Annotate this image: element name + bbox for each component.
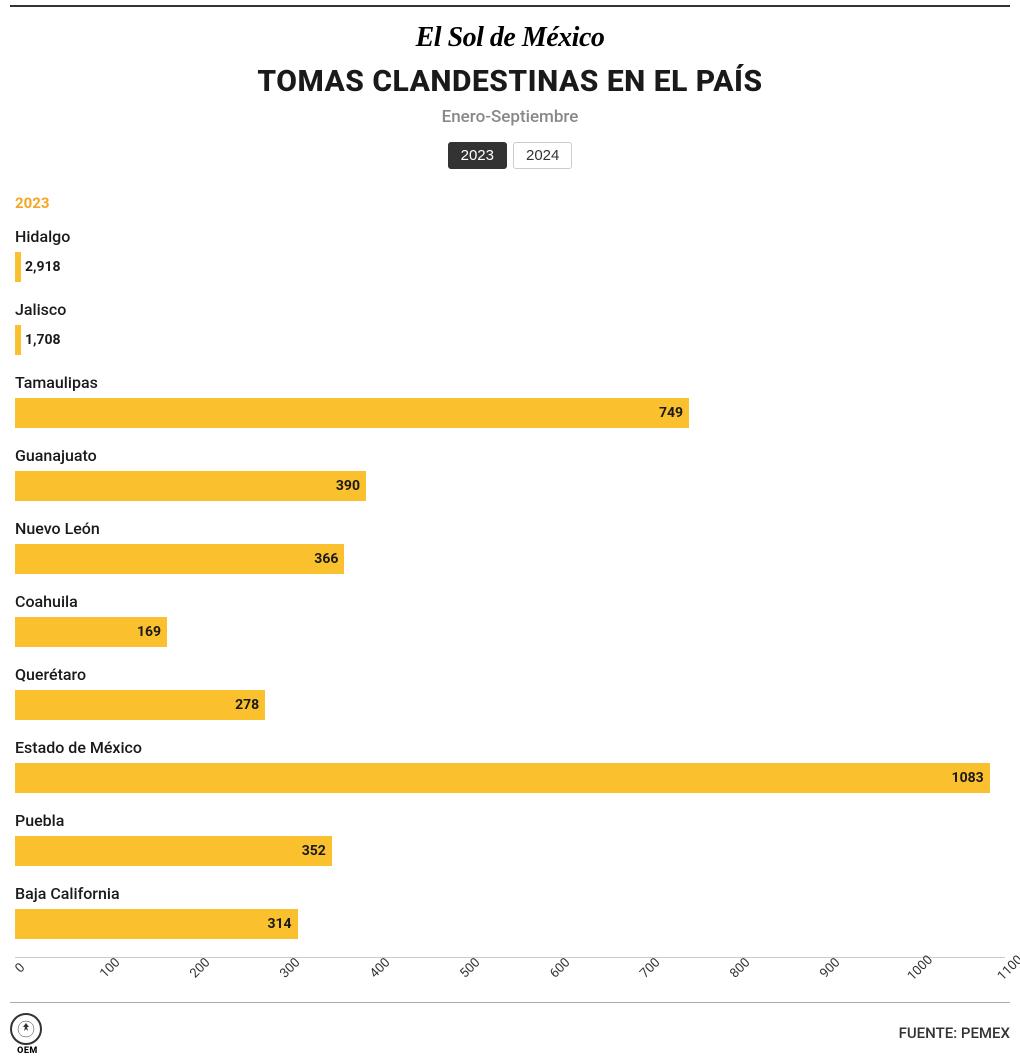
footer-logo-text: OEM	[10, 1046, 45, 1056]
axis-tick: 200	[187, 955, 213, 981]
bar-group: Jalisco 1,708	[15, 300, 1005, 355]
axis-tick: 1100	[995, 953, 1020, 984]
header: El Sol de México TOMAS CLANDESTINAS EN E…	[0, 7, 1020, 127]
bar-value: 749	[659, 405, 683, 421]
bar-fill: 366	[15, 544, 344, 574]
bars-container: Hidalgo 2,918 Jalisco 1,708 Tamaulipas 749 Gua…	[15, 227, 1005, 939]
bar-fill: 169	[15, 617, 167, 647]
bar-wrap: 1083	[15, 763, 990, 793]
axis-tick: 1000	[905, 953, 936, 984]
bar-wrap: 2,918	[15, 252, 19, 282]
bar-fill: 314	[15, 909, 298, 939]
bar-label: Hidalgo	[15, 227, 1005, 246]
footer-logo-circle	[10, 1013, 42, 1045]
footer-logo: OEM	[10, 1013, 45, 1053]
tab-2024[interactable]: 2024	[513, 142, 572, 169]
axis-tick: 900	[817, 955, 843, 981]
axis-tick: 100	[97, 955, 123, 981]
subtitle: Enero-Septiembre	[0, 107, 1020, 127]
bar-wrap: 390	[15, 471, 366, 501]
bar-group: Estado de México 1083	[15, 738, 1005, 793]
bar-label: Jalisco	[15, 300, 1005, 319]
axis-tick: 800	[727, 955, 753, 981]
bar-wrap: 169	[15, 617, 167, 647]
eagle-icon	[16, 1019, 36, 1039]
axis-tick: 0	[12, 960, 28, 976]
bar-fill: 352	[15, 836, 332, 866]
bar-fill: 749	[15, 398, 689, 428]
bar-wrap: 352	[15, 836, 332, 866]
axis-tick: 300	[277, 955, 303, 981]
bar-fill: 278	[15, 690, 265, 720]
x-axis: 010020030040050060070080090010001100	[15, 957, 1005, 992]
bar-group: Baja California 314	[15, 884, 1005, 939]
bar-fill: 1083	[15, 763, 990, 793]
bar-wrap: 314	[15, 909, 298, 939]
footer-source: FUENTE: PEMEX	[899, 1024, 1010, 1042]
bar-wrap: 366	[15, 544, 344, 574]
bar-group: Guanajuato 390	[15, 446, 1005, 501]
axis-tick: 700	[637, 955, 663, 981]
bar-fill: 390	[15, 471, 366, 501]
tab-2023[interactable]: 2023	[448, 142, 507, 169]
axis-tick: 600	[547, 955, 573, 981]
axis-tick: 400	[367, 955, 393, 981]
chart-area: 2023 Hidalgo 2,918 Jalisco 1,708 Tamaulipas 7…	[0, 194, 1020, 992]
bar-value: 169	[137, 624, 161, 640]
publication-logo: El Sol de México	[0, 22, 1020, 54]
bar-value: 314	[267, 916, 291, 932]
chart-year-label: 2023	[15, 194, 1005, 212]
bar-group: Puebla 352	[15, 811, 1005, 866]
bar-group: Querétaro 278	[15, 665, 1005, 720]
bar-label: Estado de México	[15, 738, 1005, 757]
year-tabs: 20232024	[0, 142, 1020, 169]
bar-label: Coahuila	[15, 592, 1005, 611]
bar-label: Baja California	[15, 884, 1005, 903]
bar-label: Puebla	[15, 811, 1005, 830]
bar-value: 366	[314, 551, 338, 567]
bar-wrap: 749	[15, 398, 689, 428]
bar-label: Tamaulipas	[15, 373, 1005, 392]
bar-value: 1,708	[19, 332, 61, 348]
footer: OEM FUENTE: PEMEX	[10, 1002, 1010, 1063]
main-title: TOMAS CLANDESTINAS EN EL PAÍS	[0, 64, 1020, 99]
bar-wrap: 1,708	[15, 325, 19, 355]
bar-value: 1083	[952, 770, 984, 786]
bar-value: 2,918	[19, 259, 61, 275]
bar-group: Tamaulipas 749	[15, 373, 1005, 428]
bar-label: Nuevo León	[15, 519, 1005, 538]
bar-value: 352	[302, 843, 326, 859]
bar-wrap: 278	[15, 690, 265, 720]
bar-label: Guanajuato	[15, 446, 1005, 465]
bar-label: Querétaro	[15, 665, 1005, 684]
bar-group: Coahuila 169	[15, 592, 1005, 647]
axis-tick: 500	[457, 955, 483, 981]
bar-group: Hidalgo 2,918	[15, 227, 1005, 282]
bar-group: Nuevo León 366	[15, 519, 1005, 574]
bar-value: 390	[336, 478, 360, 494]
bar-value: 278	[235, 697, 259, 713]
